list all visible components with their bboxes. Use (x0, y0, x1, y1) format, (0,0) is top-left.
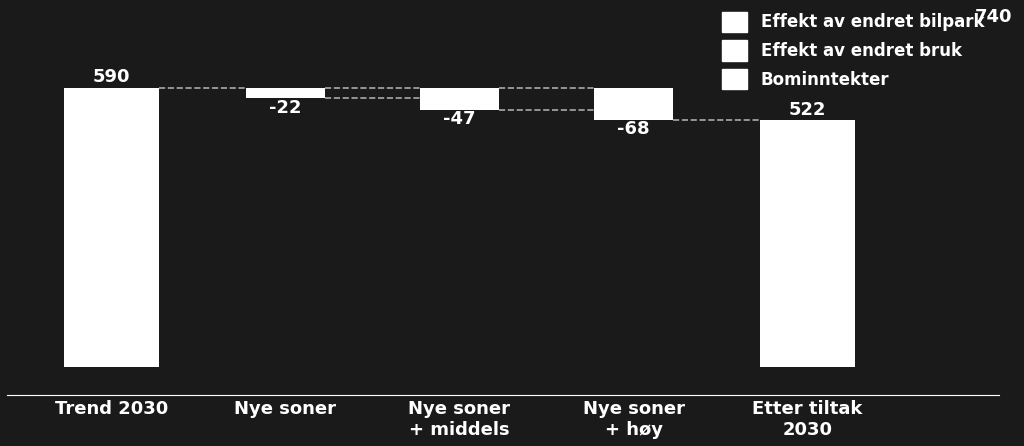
Text: -22: -22 (269, 99, 302, 116)
Text: -47: -47 (443, 110, 476, 128)
Bar (246, 87, 325, 98)
Bar (594, 87, 673, 120)
Bar (63, 87, 160, 367)
Polygon shape (933, 8, 965, 25)
Text: -68: -68 (617, 120, 650, 138)
Bar (420, 87, 499, 110)
Legend: Effekt av endret bilpark, Effekt av endret bruk, Bominntekter: Effekt av endret bilpark, Effekt av endr… (716, 5, 990, 96)
Bar (760, 120, 855, 367)
Text: 740: 740 (975, 8, 1012, 25)
Text: 590: 590 (92, 68, 130, 86)
Text: 522: 522 (788, 101, 826, 119)
